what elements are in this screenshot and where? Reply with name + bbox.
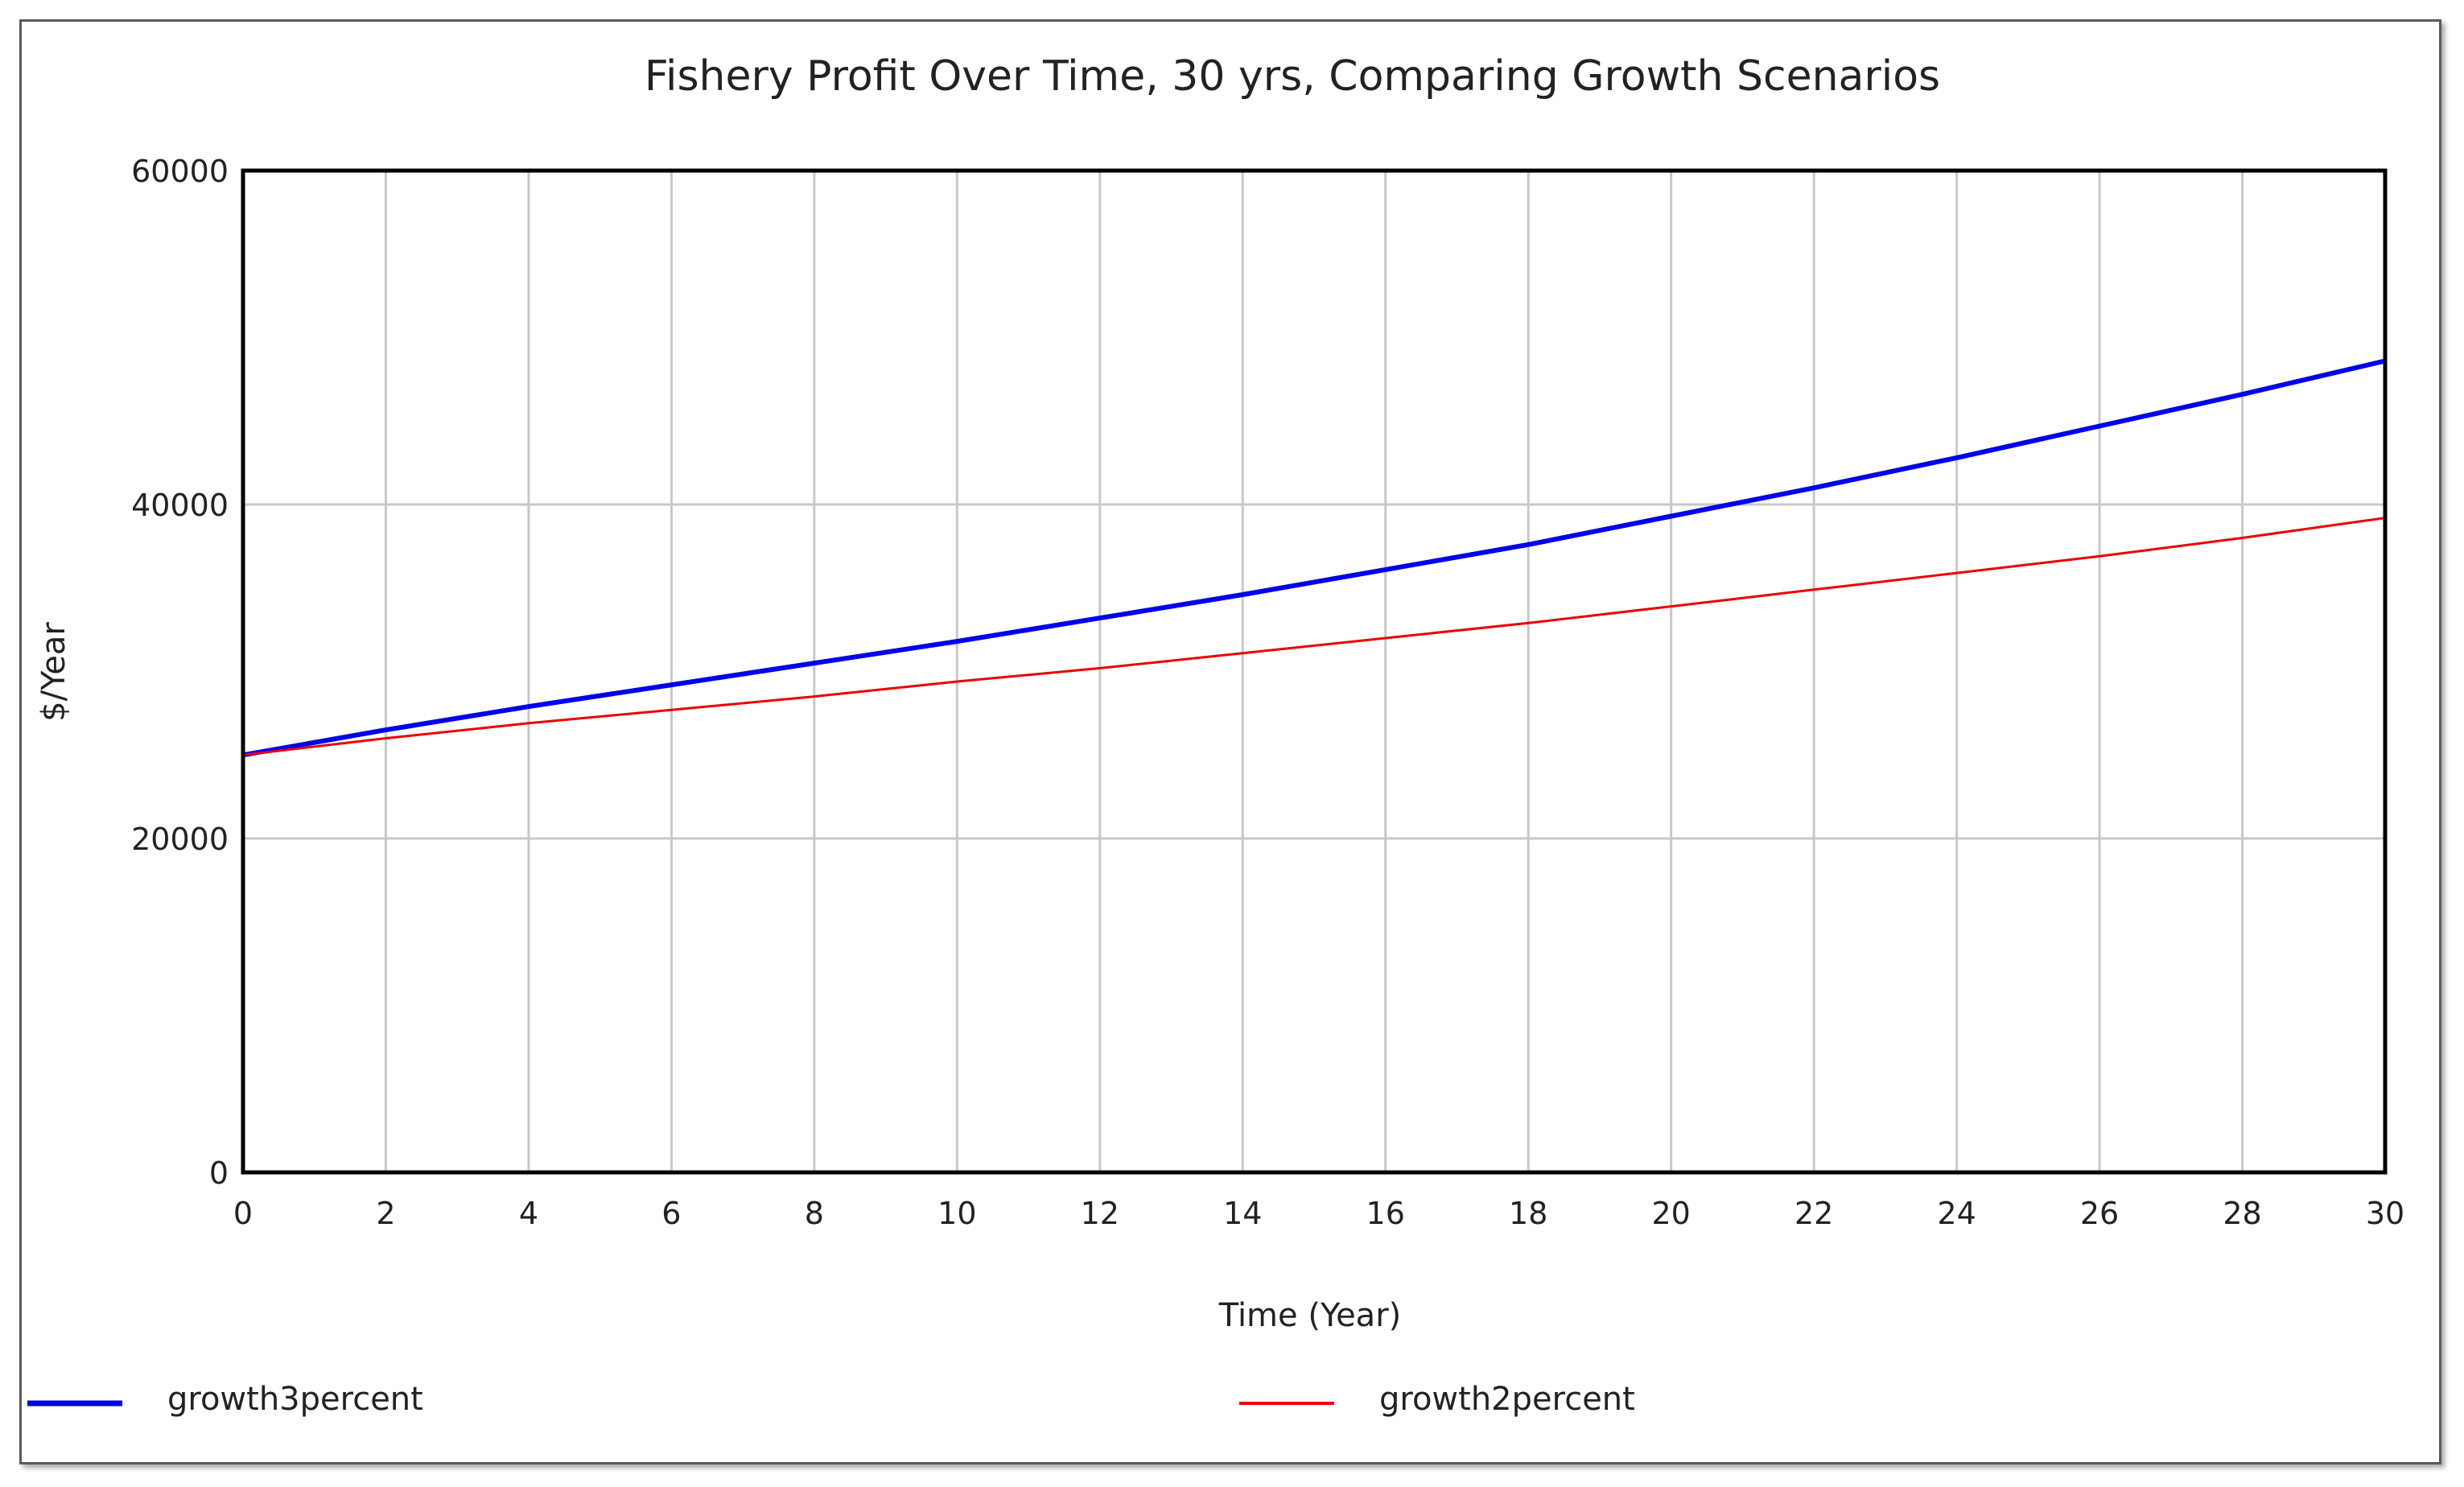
y-tick-label: 0 [209, 1155, 229, 1191]
plot-area-border [241, 168, 2388, 1175]
x-tick-label: 12 [1081, 1196, 1119, 1231]
legend: growth3percent growth2percent [27, 1381, 1635, 1418]
x-axis-label: Time (Year) [1218, 1297, 1402, 1334]
x-tick-label: 4 [519, 1196, 538, 1231]
x-tick-label: 18 [1509, 1196, 1547, 1231]
chart-frame [19, 19, 2441, 1464]
x-tick-label: 22 [1794, 1196, 1833, 1231]
legend-label-growth2percent: growth2percent [1379, 1381, 1635, 1418]
gridlines [243, 171, 2385, 1172]
x-tick-label: 26 [2080, 1196, 2119, 1231]
legend-label-growth3percent: growth3percent [167, 1381, 423, 1418]
x-tick-label: 16 [1366, 1196, 1405, 1231]
x-tick-label: 2 [376, 1196, 395, 1231]
series-line-growth3percent [242, 358, 2386, 758]
x-tick-label: 14 [1223, 1196, 1262, 1231]
x-tick-label: 8 [805, 1196, 824, 1231]
chart-title: Fishery Profit Over Time, 30 yrs, Compar… [645, 52, 1940, 101]
x-tick-label: 10 [937, 1196, 976, 1231]
x-tick-label: 28 [2223, 1196, 2261, 1231]
x-tick-label: 30 [2366, 1196, 2404, 1231]
series-lines [242, 358, 2386, 758]
x-tick-label: 20 [1651, 1196, 1690, 1231]
x-tick-label: 6 [661, 1196, 681, 1231]
y-tick-label: 40000 [131, 488, 229, 523]
axis-ticks: 0 2 4 6 8 10 12 14 16 18 20 22 24 26 28 300200004000060… [131, 154, 2404, 1231]
x-tick-label: 24 [1937, 1196, 1976, 1231]
y-tick-label: 60000 [131, 154, 229, 189]
y-tick-label: 20000 [131, 822, 229, 857]
x-tick-label: 0 [233, 1196, 253, 1231]
series-line-growth2percent [242, 517, 2386, 756]
y-axis-label: $/Year [35, 622, 72, 722]
